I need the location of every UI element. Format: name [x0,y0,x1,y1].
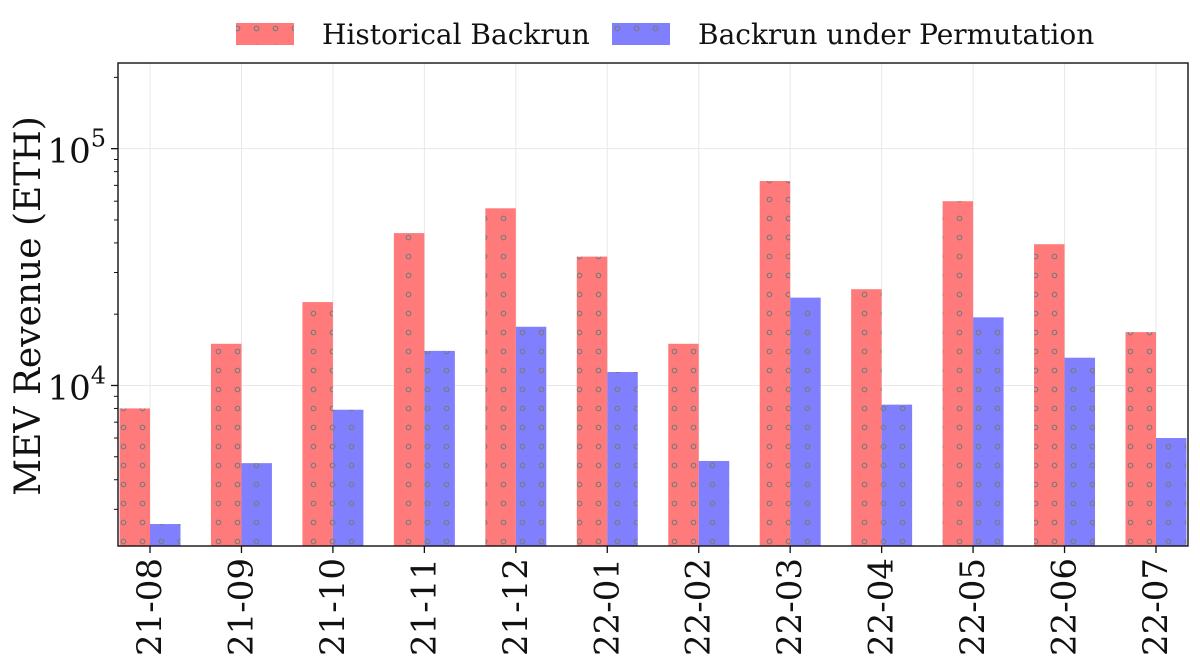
bar-historical [1125,332,1156,546]
x-tick-label: 21-11 [404,558,444,656]
bars [119,181,1187,547]
y-axis: 104 105 [47,76,118,510]
y-tick-label: 105 [47,125,106,172]
bar-permutation [1155,438,1187,546]
bar-historical [942,201,974,547]
bar-historical [485,208,516,547]
bar-permutation [881,404,913,546]
bar-historical [851,289,882,546]
x-tick-label: 22-01 [587,558,627,656]
bar-permutation [150,524,181,546]
x-tick-label: 22-07 [1136,558,1176,656]
y-tick-label: 104 [47,361,106,408]
bar-permutation [241,463,272,546]
bar-historical [393,233,425,546]
bar-permutation [515,326,547,546]
x-axis: 21-08 21-09 21-10 21-11 21-12 22-01 22-02 22-03… [130,546,1176,656]
x-tick-label: 21-09 [221,558,261,656]
x-tick-label: 22-02 [679,558,719,656]
bar-historical [210,343,242,546]
legend: Historical Backrun Backrun under Permutat… [236,18,1094,51]
x-tick-label: 21-12 [496,558,536,656]
x-tick-label: 22-05 [953,558,993,656]
x-tick-label: 22-06 [1045,558,1085,656]
grid [118,63,1188,546]
bar-permutation [1064,357,1096,546]
bar-permutation [332,409,364,546]
legend-swatch [612,23,670,45]
bar-historical [759,181,791,546]
bar-historical [1034,244,1065,547]
legend-label: Historical Backrun [322,18,590,51]
x-tick-label: 21-10 [313,558,353,656]
x-tick-label: 22-04 [862,558,902,656]
bar-historical [668,343,699,546]
bar-permutation [698,460,730,546]
bar-historical [576,256,608,546]
bar-permutation [424,350,455,546]
legend-swatch [236,23,294,45]
x-tick-label: 21-08 [130,558,170,656]
x-tick-label: 22-03 [770,558,810,656]
bar-permutation [607,372,638,546]
bar-historical [119,408,151,546]
bar-permutation [973,317,1004,546]
bar-historical [302,302,333,546]
y-axis-label: MEV Revenue (ETH) [8,116,49,496]
legend-label: Backrun under Permutation [698,18,1094,51]
plot-frame [117,62,1189,547]
bar-permutation [790,297,821,546]
